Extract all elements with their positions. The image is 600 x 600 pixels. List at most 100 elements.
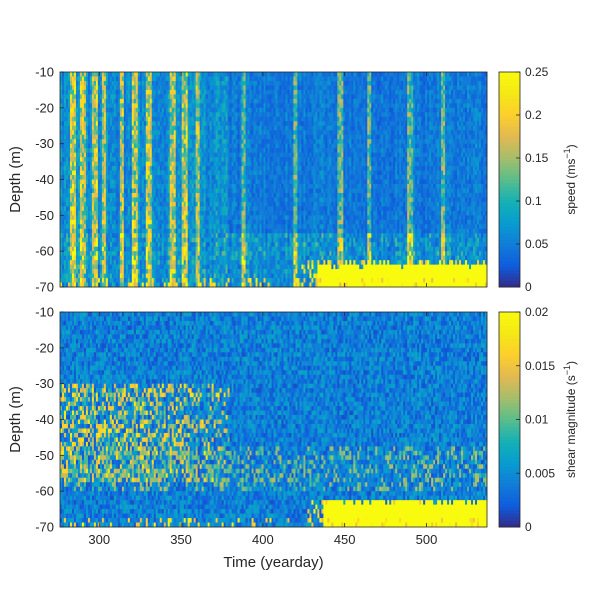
- heatmap-cell: [197, 161, 201, 167]
- heatmap-cell: [215, 255, 219, 261]
- heatmap-cell: [249, 197, 252, 203]
- heatmap-cell: [181, 210, 185, 216]
- heatmap-cell: [241, 264, 244, 270]
- heatmap-cell: [157, 179, 161, 185]
- heatmap-cell: [249, 166, 252, 171]
- heatmap-cell: [87, 255, 91, 261]
- heatmap-cell: [161, 246, 165, 252]
- heatmap-cell: [167, 278, 171, 283]
- heatmap-cell: [251, 166, 254, 171]
- heatmap-cell: [89, 130, 93, 136]
- heatmap-cell: [217, 85, 221, 91]
- heatmap-cell: [167, 228, 171, 234]
- heatmap-cell: [60, 242, 63, 248]
- heatmap-cell: [95, 269, 99, 274]
- heatmap-cell: [231, 255, 234, 261]
- heatmap-cell: [247, 215, 250, 221]
- heatmap-cell: [129, 94, 133, 100]
- heatmap-cell: [235, 130, 238, 136]
- heatmap-cell: [179, 188, 183, 194]
- heatmap-cell: [117, 228, 121, 234]
- heatmap-cell: [173, 273, 177, 279]
- heatmap-cell: [95, 143, 99, 149]
- heatmap-cell: [245, 228, 248, 234]
- heatmap-cell: [227, 183, 231, 189]
- heatmap-cell: [173, 282, 177, 288]
- heatmap-cell: [75, 125, 79, 131]
- heatmap-cell: [141, 224, 145, 230]
- heatmap-cell: [175, 72, 179, 77]
- heatmap-cell: [245, 134, 248, 140]
- heatmap-cell: [141, 201, 145, 207]
- heatmap-cell: [101, 251, 105, 257]
- heatmap-cell: [127, 224, 131, 230]
- heatmap-cell: [85, 242, 89, 248]
- heatmap-cell: [65, 94, 69, 100]
- heatmap-cell: [181, 273, 185, 279]
- heatmap-cell: [215, 85, 219, 91]
- heatmap-cell: [219, 183, 223, 189]
- heatmap-cell: [60, 237, 63, 243]
- heatmap-cell: [101, 170, 105, 176]
- heatmap-cell: [245, 206, 248, 212]
- heatmap-cell: [97, 255, 101, 261]
- heatmap-cell: [69, 85, 73, 91]
- heatmap-cell: [101, 269, 105, 274]
- heatmap-cell: [135, 94, 139, 100]
- heatmap-cell: [217, 175, 221, 180]
- heatmap-cell: [209, 89, 213, 95]
- heatmap-cell: [203, 246, 207, 252]
- heatmap-cell: [73, 134, 77, 140]
- heatmap-cell: [179, 166, 183, 171]
- heatmap-cell: [167, 237, 171, 243]
- heatmap-cell: [155, 197, 159, 203]
- heatmap-cell: [81, 121, 85, 127]
- heatmap-cell: [67, 219, 71, 225]
- heatmap-cell: [169, 166, 173, 171]
- heatmap-cell: [67, 192, 71, 198]
- heatmap-cell: [195, 157, 199, 162]
- heatmap-cell: [65, 183, 69, 189]
- heatmap-cell: [127, 201, 131, 207]
- heatmap-cell: [139, 125, 143, 131]
- heatmap-cell: [109, 197, 113, 203]
- heatmap-cell: [195, 121, 199, 127]
- heatmap-cell: [145, 179, 149, 185]
- heatmap-cell: [169, 251, 173, 257]
- heatmap-cell: [69, 192, 73, 198]
- heatmap-cell: [171, 183, 175, 189]
- heatmap-cell: [163, 228, 167, 234]
- heatmap-cell: [149, 76, 153, 82]
- heatmap-cell: [129, 251, 133, 257]
- heatmap-cell: [185, 161, 189, 167]
- heatmap-cell: [81, 210, 85, 216]
- heatmap-cell: [89, 121, 93, 127]
- heatmap-cell: [71, 192, 75, 198]
- heatmap-cell: [151, 237, 155, 243]
- heatmap-cell: [141, 264, 145, 270]
- heatmap-cell: [175, 224, 179, 230]
- heatmap-cell: [183, 179, 187, 185]
- heatmap-cell: [105, 251, 109, 257]
- heatmap-cell: [219, 215, 223, 221]
- heatmap-cell: [249, 89, 252, 95]
- heatmap-cell: [105, 242, 109, 248]
- heatmap-cell: [245, 130, 248, 136]
- heatmap-cell: [89, 175, 93, 180]
- heatmap-cell: [83, 148, 87, 154]
- heatmap-cell: [73, 76, 77, 82]
- heatmap-cell: [101, 192, 105, 198]
- heatmap-cell: [207, 157, 211, 162]
- heatmap-cell: [111, 197, 115, 203]
- heatmap-cell: [177, 255, 181, 261]
- heatmap-cell: [245, 219, 248, 225]
- heatmap-cell: [97, 139, 101, 145]
- heatmap-cell: [195, 255, 199, 261]
- heatmap-cell: [173, 206, 177, 212]
- heatmap-cell: [169, 233, 173, 239]
- heatmap-cell: [239, 161, 242, 167]
- heatmap-cell: [221, 282, 225, 288]
- heatmap-cell: [221, 228, 225, 234]
- heatmap-cell: [83, 170, 87, 176]
- heatmap-cell: [233, 80, 236, 86]
